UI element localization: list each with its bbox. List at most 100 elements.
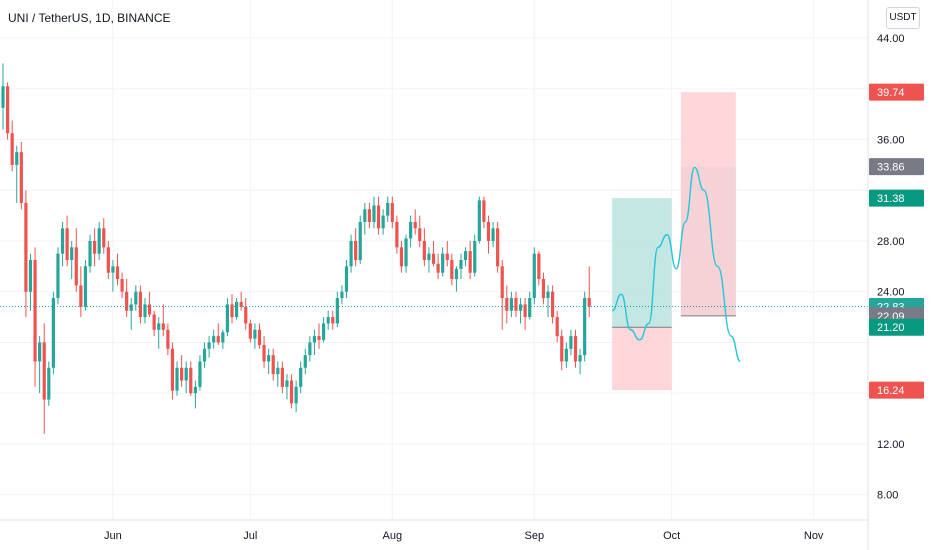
candle-body (184, 367, 188, 381)
candle-body (468, 251, 472, 273)
candle-body (312, 336, 317, 343)
candle-body (427, 253, 431, 260)
candle-body (225, 304, 230, 333)
candle-body (271, 355, 275, 375)
candle-body (303, 355, 307, 368)
x-tick-label: Oct (663, 530, 680, 542)
price-label-33-86: 33.86 (869, 158, 924, 176)
price-label-box (869, 318, 924, 336)
candle-body (175, 367, 179, 391)
candle-body (244, 306, 248, 324)
candle-body (111, 266, 115, 273)
candle-body (276, 367, 280, 375)
profit-zone (612, 198, 672, 328)
y-tick-label: 24.00 (877, 287, 905, 299)
y-tick-label: 8.00 (877, 490, 898, 502)
candle-body (106, 247, 110, 273)
candle-body (459, 260, 463, 269)
candle-body (509, 298, 513, 311)
candle-body (134, 291, 138, 305)
candle-body (418, 228, 422, 241)
price-axis[interactable]: 8.00 12.00 24.00 28.00 36.00 44.00 (867, 0, 905, 550)
candle-body (5, 86, 10, 134)
trade-setup-zones (612, 92, 736, 391)
candle-body (436, 263, 440, 273)
price-label-39-74: 39.74 (869, 83, 924, 101)
candle-body (212, 336, 216, 343)
candle-body (79, 285, 83, 307)
candle-body (230, 304, 234, 318)
candle-body (441, 253, 445, 273)
candle-body (289, 380, 294, 404)
price-label-text: 31.38 (877, 193, 905, 205)
price-label-16-24: 16.24 (869, 381, 924, 399)
candle-body (583, 298, 587, 356)
time-axis[interactable]: Jun Jul Aug Sep Oct Nov (0, 519, 868, 542)
candle-body (33, 260, 37, 362)
price-label-text: 16.24 (877, 385, 905, 397)
candle-body (88, 240, 92, 267)
candle-body (170, 348, 175, 391)
candle-body (518, 304, 523, 311)
candle-body (253, 329, 257, 339)
candle-body (267, 355, 271, 362)
candle-body (413, 221, 417, 229)
x-tick-label: Jun (104, 530, 122, 542)
candle-body (322, 323, 326, 340)
candle-body (193, 386, 197, 394)
candle-body (386, 202, 390, 216)
price-label-box (869, 158, 924, 176)
projection-path (611, 166, 741, 363)
price-label-text: 39.74 (877, 87, 905, 99)
x-tick-label: Aug (383, 530, 403, 542)
candle-body (340, 291, 344, 299)
candle-body (399, 247, 404, 267)
x-tick-label: Nov (804, 530, 824, 542)
candle-body (564, 348, 568, 362)
currency-button[interactable]: USDT (886, 7, 920, 29)
candle-body (239, 301, 243, 307)
candle-body (47, 367, 51, 400)
candle-body (422, 240, 426, 260)
candle-body (477, 200, 481, 241)
candle-body (541, 279, 546, 299)
candle-body (395, 221, 399, 248)
candle-body (60, 228, 65, 254)
candle-body (551, 291, 555, 318)
candle-body (496, 228, 500, 267)
candle-body (308, 342, 312, 356)
candle-body (15, 152, 19, 165)
candle-body (1, 86, 5, 108)
candle-body (125, 291, 129, 311)
candle-body (157, 323, 161, 330)
candle-body (587, 298, 591, 307)
candle-body (409, 221, 413, 239)
price-label-box (869, 381, 924, 399)
candle-body (445, 253, 449, 260)
y-tick-label: 28.00 (877, 236, 905, 248)
candle-body (129, 304, 133, 311)
candle-body (202, 348, 207, 362)
candle-body (532, 253, 536, 299)
candle-body (28, 260, 33, 292)
candle-body (505, 298, 509, 311)
candle-body (147, 304, 152, 315)
candle-body (38, 342, 42, 362)
candle-body (216, 336, 220, 343)
candle-body (120, 279, 124, 292)
candle-body (280, 367, 284, 387)
price-label-box (869, 189, 924, 207)
candle-body (317, 336, 321, 340)
x-tick-label: Sep (524, 530, 544, 542)
candle-body (358, 221, 362, 260)
candle-body (326, 317, 330, 324)
candle-body (463, 251, 468, 260)
candle-body (152, 314, 156, 330)
candle-body (349, 240, 353, 267)
candle-body (97, 228, 101, 254)
candle-body (198, 361, 202, 387)
candle-body (221, 332, 225, 343)
candle-body (578, 355, 582, 362)
price-label-text: 33.86 (877, 162, 905, 174)
